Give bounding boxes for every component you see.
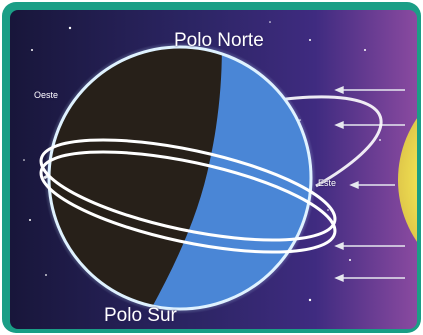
west-label: Oeste [34, 90, 59, 100]
frame-border: Polo Norte Polo Sur Oeste Este [2, 2, 421, 333]
orbit-rings [39, 138, 337, 254]
sun [398, 118, 417, 242]
earth-rotation-diagram: Polo Norte Polo Sur Oeste Este [10, 10, 417, 329]
sunlight-arrows [334, 85, 405, 283]
east-label: Este [318, 178, 337, 188]
north-pole-label: Polo Norte [174, 30, 264, 51]
south-pole-label: Polo Sur [104, 305, 177, 326]
diagram-canvas [10, 10, 417, 329]
